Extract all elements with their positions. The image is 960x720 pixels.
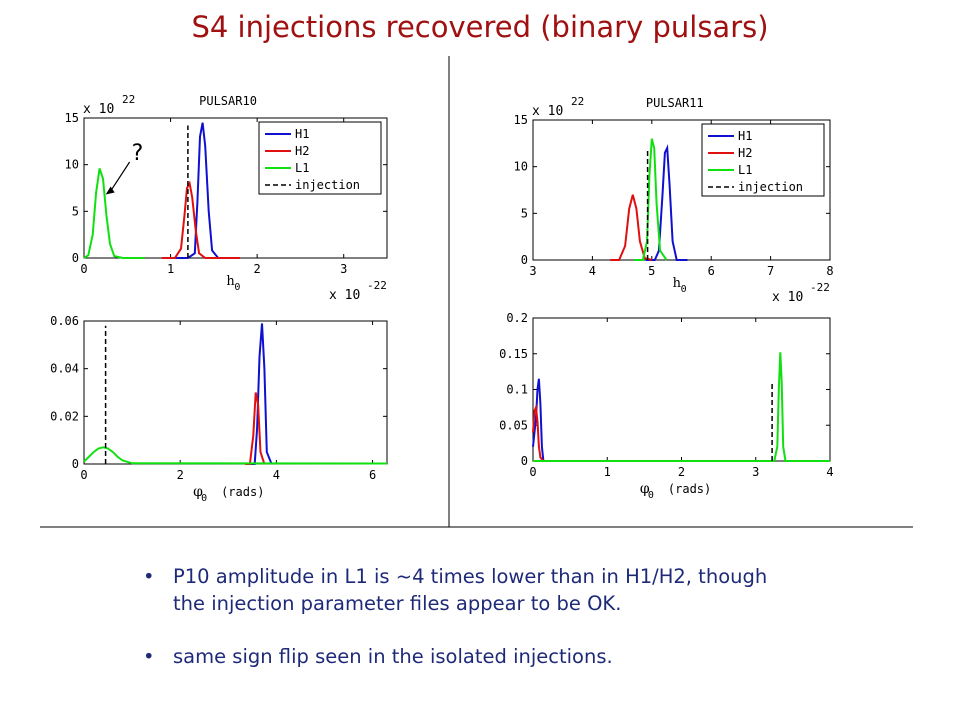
legend-label: H2 [738,146,752,160]
legend: H1 H2 L1 injection [258,121,382,195]
plot-area [83,320,388,465]
x-axis-label: h [673,276,682,291]
x-axis-unit: (rads) [221,485,264,499]
y-tick-label: 0 [521,454,528,468]
x-axis-label-subscript: 0 [681,284,687,295]
bullet-dot: • [143,645,155,668]
x-axis-label: φ [640,481,650,497]
y-tick-label: 0 [521,253,528,267]
series-line-l1 [634,138,668,261]
y-tick-label: 5 [521,206,528,220]
y-tick-label: 0.05 [499,418,528,432]
series-line-l1 [83,446,388,465]
bullet-item: • P10 amplitude in L1 is ~4 times lower … [143,563,933,617]
y-tick-label: 0.02 [50,409,79,423]
legend-label: H1 [738,129,752,143]
chart-title: PULSAR10 [199,94,257,108]
y-multiplier-exponent: 22 [122,93,135,106]
x-tick-label: 3 [752,465,759,479]
annotation-arrowhead [105,186,115,195]
x-axis-label-subscript: 0 [234,282,240,293]
x-multiplier-exponent: -22 [810,281,830,294]
x-tick-label: 4 [826,465,833,479]
y-tick-label: 10 [514,160,528,174]
x-axis-label-subscript: 0 [648,490,654,501]
legend-label: H1 [295,127,309,141]
y-tick-label: 10 [65,158,79,172]
legend-label: H2 [295,144,309,158]
x-tick-label: 3 [529,264,536,278]
x-tick-label: 1 [604,465,611,479]
x-tick-label: 0 [80,262,87,276]
series-line-h2 [161,180,240,259]
y-multiplier: x 10 [83,102,114,117]
series-line-h1 [645,144,688,261]
x-multiplier: x 10 [772,290,803,305]
x-tick-label: 2 [678,465,685,479]
legend-label: L1 [738,163,752,177]
legend-label: injection [738,180,803,194]
x-tick-label: 3 [340,262,347,276]
chart-title: PULSAR11 [646,96,704,110]
x-tick-label: 4 [273,468,280,482]
x-tick-label: 2 [177,468,184,482]
x-tick-label: 5 [648,264,655,278]
y-tick-label: 15 [514,113,528,127]
x-tick-label: 1 [167,262,174,276]
bullet-list: • P10 amplitude in L1 is ~4 times lower … [143,563,933,670]
legend-label: injection [295,178,360,192]
bullet-text-line: the injection parameter files appear to … [173,592,622,615]
plot-area [532,317,831,462]
x-tick-label: 4 [589,264,596,278]
y-tick-label: 15 [65,111,79,125]
x-tick-label: 2 [254,262,261,276]
series-line-h1 [247,323,273,465]
x-multiplier-exponent: -22 [367,279,387,292]
series-line-l1 [533,352,830,462]
bullet-dot: • [143,565,155,588]
y-tick-label: 0.06 [50,314,79,328]
chart-p11_phi0: 0 1 2 3 400.050.10.150.2φ0 (rads) [499,311,834,501]
x-tick-label: 6 [369,468,376,482]
legend: H1 H2 L1 injection [701,123,825,197]
series-line-l1 [83,168,145,259]
y-tick-label: 0 [72,251,79,265]
y-multiplier-exponent: 22 [571,95,584,108]
slide-title: S4 injections recovered (binary pulsars) [191,10,769,44]
y-tick-label: 0.04 [50,362,79,376]
x-tick-label: 0 [80,468,87,482]
x-axis-unit: (rads) [668,482,711,496]
x-axis-label: h [226,274,235,289]
bullet-item: • same sign flip seen in the isolated in… [143,643,933,670]
x-axis-label-subscript: 0 [201,493,207,504]
y-multiplier: x 10 [532,104,563,119]
x-axis-label: φ [193,484,203,500]
y-tick-label: 0.1 [506,383,528,397]
y-tick-label: 5 [72,204,79,218]
y-tick-label: 0.2 [506,311,528,325]
x-tick-label: 6 [708,264,715,278]
x-multiplier: x 10 [329,288,360,303]
annotation-arrow [109,161,131,193]
bullet-text-line: P10 amplitude in L1 is ~4 times lower th… [173,565,768,588]
x-tick-label: 7 [767,264,774,278]
annotation-question-mark: ? [132,141,144,166]
y-tick-label: 0.15 [499,347,528,361]
series-line-h2 [610,194,653,261]
series-line-h1 [161,122,240,259]
bullet-text-line: same sign flip seen in the isolated inje… [173,645,613,668]
x-tick-label: 8 [826,264,833,278]
y-tick-label: 0 [72,457,79,471]
legend-label: L1 [295,161,309,175]
x-tick-label: 0 [529,465,536,479]
